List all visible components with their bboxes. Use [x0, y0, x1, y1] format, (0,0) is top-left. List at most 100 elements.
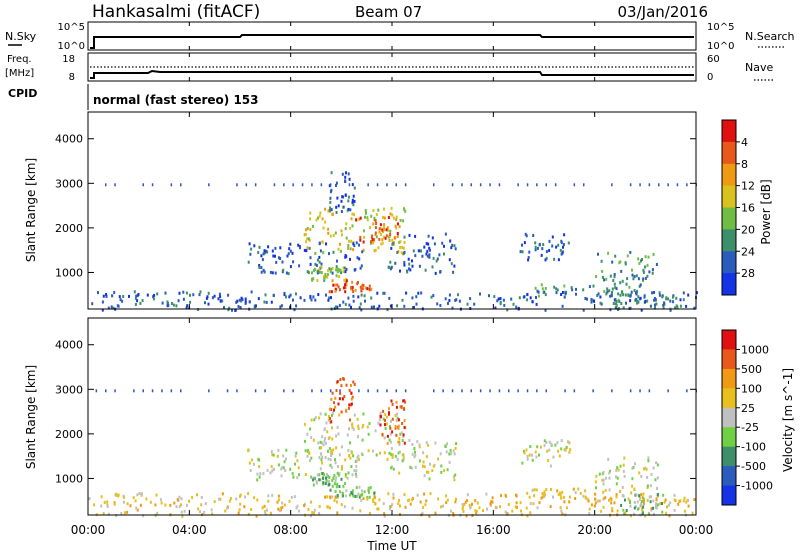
power-cell	[644, 276, 647, 280]
velocity-cell	[373, 491, 376, 495]
power-cell	[292, 260, 295, 264]
velocity-cell	[355, 494, 358, 498]
power-data-layer	[91, 171, 698, 312]
velocity-cell	[587, 499, 590, 503]
power-cell	[199, 290, 202, 294]
velocity-cell	[357, 427, 360, 430]
power-cell	[619, 281, 622, 285]
power-cell	[330, 171, 333, 175]
velocity-colorbar-segment	[722, 388, 736, 409]
power-cell	[240, 299, 243, 303]
velocity-cell	[390, 466, 393, 470]
power-cell	[461, 183, 463, 187]
power-cell	[156, 292, 159, 296]
velocity-cell	[629, 501, 631, 504]
velocity-cell	[413, 447, 416, 450]
velocity-cell	[100, 504, 103, 508]
power-cell	[345, 222, 348, 226]
power-cell	[404, 183, 407, 187]
velocity-cell	[373, 495, 376, 499]
power-cell	[632, 277, 635, 281]
power-cell	[283, 293, 286, 297]
velocity-ytick-label: 2000	[55, 428, 83, 441]
power-cell	[275, 260, 278, 264]
velocity-cell	[151, 389, 154, 393]
power-cell	[588, 285, 591, 289]
power-cell	[287, 252, 290, 256]
power-cell	[364, 209, 367, 212]
velocity-colorbar-segment	[722, 368, 736, 389]
velocity-cell	[258, 458, 261, 462]
power-cell	[620, 302, 623, 305]
power-cell	[186, 304, 189, 308]
velocity-cell	[142, 514, 145, 518]
velocity-cell	[344, 494, 347, 498]
power-cell	[279, 257, 282, 260]
velocity-cell	[361, 438, 364, 442]
velocity-cell	[253, 496, 256, 500]
velocity-cell	[655, 506, 658, 510]
velocity-cell	[379, 423, 382, 427]
power-cell	[544, 308, 547, 312]
power-cell	[536, 246, 539, 250]
velocity-cell	[321, 435, 324, 439]
power-cell	[473, 302, 476, 306]
velocity-cell	[358, 389, 360, 393]
power-cell	[316, 279, 319, 282]
velocity-cell	[642, 497, 645, 501]
velocity-cell	[327, 457, 330, 461]
velocity-cell	[452, 449, 455, 453]
power-cell	[531, 300, 534, 304]
velocity-cell	[180, 503, 183, 507]
velocity-cell	[357, 435, 359, 439]
velocity-cell	[269, 471, 272, 475]
velocity-cell	[382, 417, 385, 421]
velocity-cell	[103, 501, 106, 504]
velocity-cell	[439, 452, 442, 456]
power-cell	[348, 183, 351, 187]
velocity-cell	[331, 484, 334, 488]
velocity-cell	[396, 416, 399, 420]
power-cell	[648, 183, 651, 187]
power-cell	[161, 301, 164, 305]
velocity-cell	[310, 500, 312, 504]
power-colorbar-segment	[722, 229, 736, 252]
power-cell	[366, 287, 369, 291]
power-cell	[288, 247, 291, 251]
velocity-cell	[597, 499, 599, 503]
velocity-cell	[334, 396, 337, 400]
velocity-cell	[605, 476, 608, 480]
power-cell	[339, 288, 341, 292]
power-cell	[575, 287, 577, 291]
velocity-cell	[329, 458, 332, 462]
velocity-cell	[640, 475, 643, 478]
power-cell	[331, 212, 334, 216]
power-cell	[378, 230, 381, 234]
velocity-cell	[320, 389, 323, 393]
velocity-cell	[367, 432, 370, 436]
power-cell	[383, 216, 386, 220]
velocity-cell	[541, 495, 544, 499]
velocity-cell	[402, 435, 405, 439]
velocity-cell	[283, 503, 286, 507]
power-cell	[403, 235, 406, 239]
velocity-cell	[123, 511, 126, 515]
power-cell	[637, 257, 640, 261]
velocity-cell	[656, 476, 659, 480]
power-cell	[614, 298, 617, 302]
power-cell	[101, 308, 104, 312]
velocity-cell	[615, 482, 618, 486]
velocity-cell	[310, 514, 312, 518]
power-cell	[640, 259, 642, 263]
power-cell	[374, 219, 377, 222]
power-cell	[349, 247, 352, 251]
velocity-cell	[324, 495, 327, 499]
power-cell	[304, 232, 307, 236]
velocity-cell	[541, 492, 544, 495]
velocity-cell	[113, 501, 116, 505]
power-cell	[615, 306, 618, 310]
velocity-cell	[348, 403, 351, 407]
power-cell	[679, 298, 682, 302]
power-cell	[448, 299, 451, 302]
power-cell	[541, 287, 544, 291]
